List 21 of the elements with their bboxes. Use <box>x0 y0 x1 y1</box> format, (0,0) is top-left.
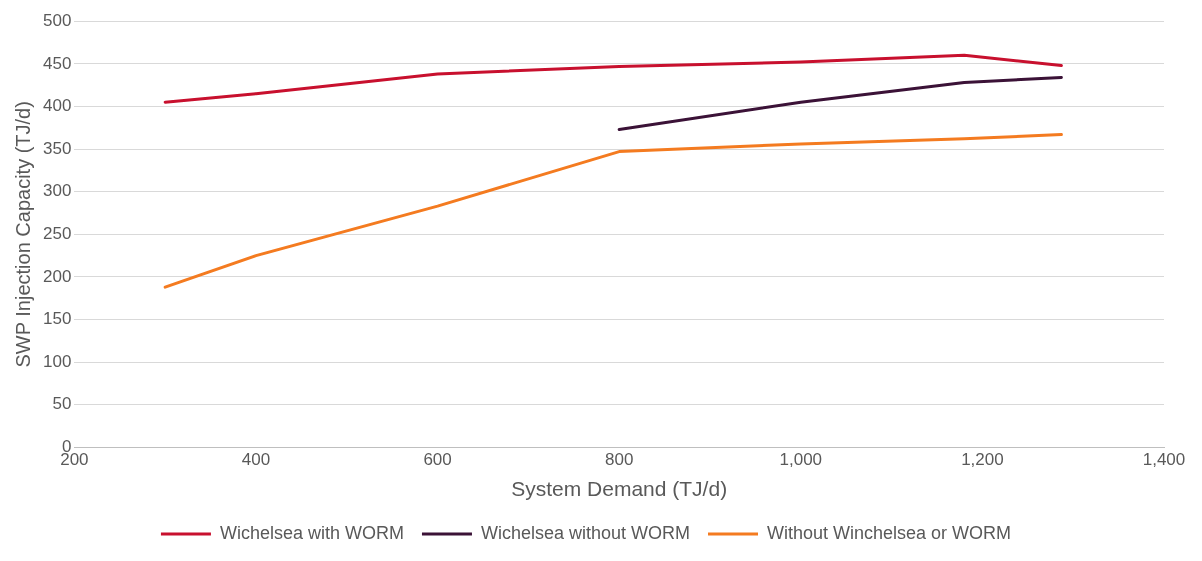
y-axis-title: SWP Injection Capacity (TJ/d) <box>11 101 34 368</box>
y-tick-label: 150 <box>42 309 72 329</box>
y-tick-label: 250 <box>42 223 72 243</box>
legend-label: Without Winchelsea or WORM <box>767 522 1012 543</box>
x-tick-label: 400 <box>241 450 271 470</box>
y-tick-label: 500 <box>42 10 72 30</box>
y-tick-label: 400 <box>42 96 72 116</box>
legend-label: Wichelsea without WORM <box>480 522 691 543</box>
x-tick-label: 600 <box>423 450 452 470</box>
y-tick-label: 100 <box>42 351 72 371</box>
y-tick-label: 450 <box>42 53 72 73</box>
x-tick-label: 1,400 <box>1142 450 1186 470</box>
y-tick-label: 350 <box>42 138 72 158</box>
y-tick-label: 300 <box>42 181 72 201</box>
y-tick-label: 50 <box>52 394 72 414</box>
y-tick-label: 200 <box>42 266 72 286</box>
x-axis-title: System Demand (TJ/d) <box>511 477 728 501</box>
legend-label: Wichelsea with WORM <box>219 522 404 543</box>
x-tick-label: 1,000 <box>779 450 823 470</box>
x-tick-label: 800 <box>604 450 634 470</box>
x-tick-label: 1,200 <box>961 450 1004 470</box>
